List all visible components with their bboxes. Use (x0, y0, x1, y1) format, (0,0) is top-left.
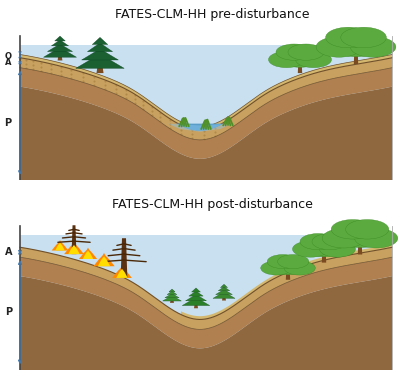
Text: A: A (5, 58, 11, 67)
Polygon shape (72, 225, 76, 254)
Polygon shape (82, 49, 118, 60)
Circle shape (292, 241, 328, 257)
Polygon shape (20, 58, 392, 140)
Circle shape (261, 261, 292, 275)
Circle shape (350, 37, 396, 57)
Circle shape (288, 44, 324, 60)
Polygon shape (354, 53, 358, 64)
Polygon shape (163, 296, 181, 301)
Text: FATES-CLM-HH pre-disturbance: FATES-CLM-HH pre-disturbance (115, 8, 309, 21)
Polygon shape (192, 288, 200, 292)
Circle shape (325, 28, 387, 57)
Text: P: P (4, 118, 12, 128)
Polygon shape (20, 257, 392, 348)
Text: A: A (5, 247, 12, 257)
Polygon shape (121, 238, 127, 278)
Polygon shape (20, 247, 392, 329)
Polygon shape (216, 289, 232, 295)
Circle shape (267, 255, 309, 275)
Polygon shape (220, 284, 228, 287)
Polygon shape (98, 256, 110, 266)
Circle shape (268, 51, 304, 68)
Polygon shape (169, 289, 175, 292)
Polygon shape (44, 47, 76, 57)
Polygon shape (181, 244, 392, 319)
Circle shape (330, 221, 390, 248)
Polygon shape (322, 254, 326, 263)
Polygon shape (52, 240, 68, 250)
Polygon shape (112, 266, 132, 278)
Polygon shape (93, 253, 115, 266)
Text: FATES-CLM-HH post-disturbance: FATES-CLM-HH post-disturbance (112, 198, 312, 211)
Circle shape (354, 229, 398, 248)
Polygon shape (152, 124, 248, 131)
Circle shape (300, 233, 336, 250)
Circle shape (299, 235, 349, 257)
Polygon shape (298, 64, 302, 73)
Polygon shape (92, 37, 108, 44)
Circle shape (326, 27, 371, 48)
Polygon shape (20, 235, 392, 370)
Polygon shape (194, 304, 198, 308)
Polygon shape (182, 297, 210, 306)
Circle shape (346, 219, 389, 239)
Polygon shape (96, 66, 104, 73)
Circle shape (276, 44, 312, 60)
Circle shape (284, 261, 315, 275)
Polygon shape (68, 245, 80, 254)
Circle shape (267, 255, 298, 269)
Polygon shape (64, 242, 84, 254)
Polygon shape (58, 56, 62, 60)
Circle shape (312, 233, 348, 250)
Polygon shape (20, 87, 392, 181)
Polygon shape (20, 45, 392, 181)
Polygon shape (218, 287, 230, 291)
Polygon shape (168, 124, 232, 132)
Polygon shape (167, 291, 177, 295)
Polygon shape (55, 36, 65, 41)
Text: O: O (4, 52, 12, 61)
Polygon shape (286, 272, 290, 280)
Circle shape (341, 27, 386, 48)
Polygon shape (222, 297, 226, 300)
Circle shape (320, 241, 356, 257)
Circle shape (278, 255, 309, 269)
Polygon shape (165, 293, 179, 298)
Polygon shape (213, 292, 235, 298)
Circle shape (296, 51, 332, 68)
Polygon shape (20, 68, 392, 159)
Polygon shape (116, 269, 128, 278)
Circle shape (275, 45, 325, 67)
Polygon shape (358, 244, 362, 255)
Polygon shape (170, 300, 174, 303)
Polygon shape (83, 250, 93, 259)
Polygon shape (189, 291, 203, 296)
Circle shape (331, 219, 374, 239)
Polygon shape (20, 54, 392, 130)
Polygon shape (76, 54, 124, 68)
Polygon shape (79, 248, 97, 259)
Polygon shape (186, 295, 206, 301)
Polygon shape (52, 40, 68, 46)
Polygon shape (48, 44, 72, 51)
Circle shape (322, 229, 366, 248)
Polygon shape (55, 243, 65, 250)
Polygon shape (20, 276, 392, 370)
Polygon shape (88, 43, 112, 52)
Circle shape (316, 37, 362, 57)
Text: P: P (5, 307, 12, 317)
